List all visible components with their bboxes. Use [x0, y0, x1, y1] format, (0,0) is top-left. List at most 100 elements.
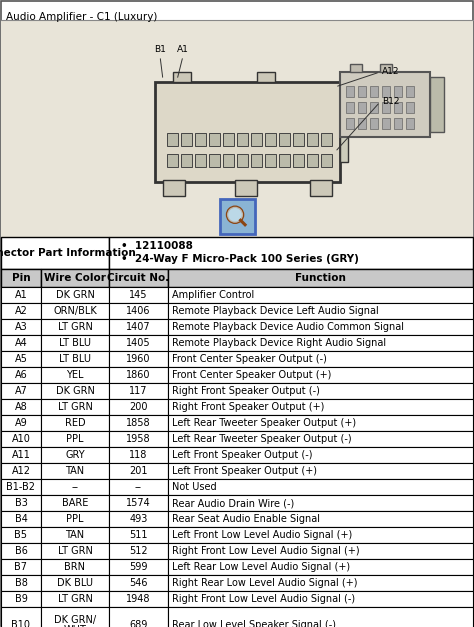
Text: 599: 599 — [129, 562, 148, 572]
Bar — [279, 154, 290, 167]
Text: Amplifier Control: Amplifier Control — [172, 290, 254, 300]
Bar — [168, 463, 473, 479]
Bar — [41, 351, 109, 367]
Bar — [358, 118, 366, 129]
Text: BRN: BRN — [64, 562, 85, 572]
Bar — [1, 269, 41, 287]
Bar — [1, 367, 41, 383]
Bar — [223, 154, 234, 167]
Text: B4: B4 — [15, 514, 27, 524]
Bar — [168, 431, 473, 447]
Text: Not Used: Not Used — [172, 482, 217, 492]
Text: LT GRN: LT GRN — [57, 546, 92, 556]
Text: BARE: BARE — [62, 498, 88, 508]
Text: Right Front Speaker Output (-): Right Front Speaker Output (-) — [172, 386, 320, 396]
Text: A5: A5 — [15, 354, 27, 364]
Bar — [168, 415, 473, 431]
Text: Right Front Low Level Audio Signal (+): Right Front Low Level Audio Signal (+) — [172, 546, 360, 556]
Bar — [155, 82, 340, 182]
Text: A8: A8 — [15, 402, 27, 412]
Text: ORN/BLK: ORN/BLK — [53, 306, 97, 316]
Text: B12: B12 — [382, 98, 400, 107]
Bar — [394, 102, 402, 113]
Bar — [358, 86, 366, 97]
Text: Wire Color: Wire Color — [44, 273, 106, 283]
Text: B7: B7 — [15, 562, 27, 572]
Bar — [293, 154, 304, 167]
Text: Remote Playback Device Audio Common Signal: Remote Playback Device Audio Common Sign… — [172, 322, 404, 332]
Bar — [257, 72, 275, 82]
Bar — [167, 154, 178, 167]
Bar — [321, 133, 332, 146]
Bar — [168, 511, 473, 527]
Bar — [168, 335, 473, 351]
Bar — [109, 591, 168, 607]
Bar — [265, 133, 276, 146]
Text: Right Rear Low Level Audio Signal (+): Right Rear Low Level Audio Signal (+) — [172, 578, 357, 588]
Text: PPL: PPL — [66, 434, 84, 444]
Bar — [1, 351, 41, 367]
Text: Left Rear Low Level Audio Signal (+): Left Rear Low Level Audio Signal (+) — [172, 562, 350, 572]
Text: A12: A12 — [11, 466, 30, 476]
Text: 511: 511 — [129, 530, 148, 540]
Bar — [41, 383, 109, 399]
Bar — [1, 575, 41, 591]
Bar — [109, 303, 168, 319]
Bar — [168, 479, 473, 495]
Bar — [340, 72, 430, 137]
Text: A12: A12 — [382, 68, 400, 76]
Bar — [109, 607, 168, 627]
Bar — [1, 399, 41, 415]
Text: DK BLU: DK BLU — [57, 578, 93, 588]
Bar — [370, 102, 378, 113]
Bar — [307, 154, 318, 167]
Bar — [167, 133, 178, 146]
Bar — [41, 367, 109, 383]
Bar — [109, 367, 168, 383]
Bar — [109, 559, 168, 575]
Text: B3: B3 — [15, 498, 27, 508]
Text: Circuit No.: Circuit No. — [108, 273, 170, 283]
Bar — [181, 133, 192, 146]
Bar — [293, 133, 304, 146]
Bar — [430, 77, 444, 132]
Bar — [168, 303, 473, 319]
Bar — [1, 20, 473, 237]
Bar — [168, 575, 473, 591]
Bar — [1, 543, 41, 559]
Bar — [406, 118, 414, 129]
Text: --: -- — [72, 482, 79, 492]
Bar — [109, 447, 168, 463]
Circle shape — [227, 207, 243, 223]
Bar — [195, 154, 206, 167]
Bar — [168, 527, 473, 543]
Bar — [168, 319, 473, 335]
Text: 1958: 1958 — [126, 434, 151, 444]
Text: Rear Audio Drain Wire (-): Rear Audio Drain Wire (-) — [172, 498, 294, 508]
Text: Front Center Speaker Output (-): Front Center Speaker Output (-) — [172, 354, 327, 364]
Text: Right Front Speaker Output (+): Right Front Speaker Output (+) — [172, 402, 324, 412]
Text: B6: B6 — [15, 546, 27, 556]
Bar — [1, 511, 41, 527]
Text: A6: A6 — [15, 370, 27, 380]
Text: Front Center Speaker Output (+): Front Center Speaker Output (+) — [172, 370, 331, 380]
Text: LT GRN: LT GRN — [57, 402, 92, 412]
Bar — [109, 575, 168, 591]
Bar — [109, 335, 168, 351]
Text: DK GRN/: DK GRN/ — [54, 614, 96, 624]
Bar — [220, 199, 255, 234]
Bar — [1, 495, 41, 511]
Bar — [41, 479, 109, 495]
Text: Audio Amplifier - C1 (Luxury): Audio Amplifier - C1 (Luxury) — [6, 12, 157, 22]
Text: •  24-Way F Micro-Pack 100 Series (GRY): • 24-Way F Micro-Pack 100 Series (GRY) — [121, 254, 359, 264]
Bar — [168, 607, 473, 627]
Bar — [109, 543, 168, 559]
Bar — [168, 351, 473, 367]
Bar — [310, 180, 332, 196]
Bar — [168, 399, 473, 415]
Text: B1: B1 — [154, 45, 166, 54]
Text: A10: A10 — [11, 434, 30, 444]
Bar — [235, 180, 257, 196]
Bar — [41, 607, 109, 627]
Text: Pin: Pin — [12, 273, 30, 283]
